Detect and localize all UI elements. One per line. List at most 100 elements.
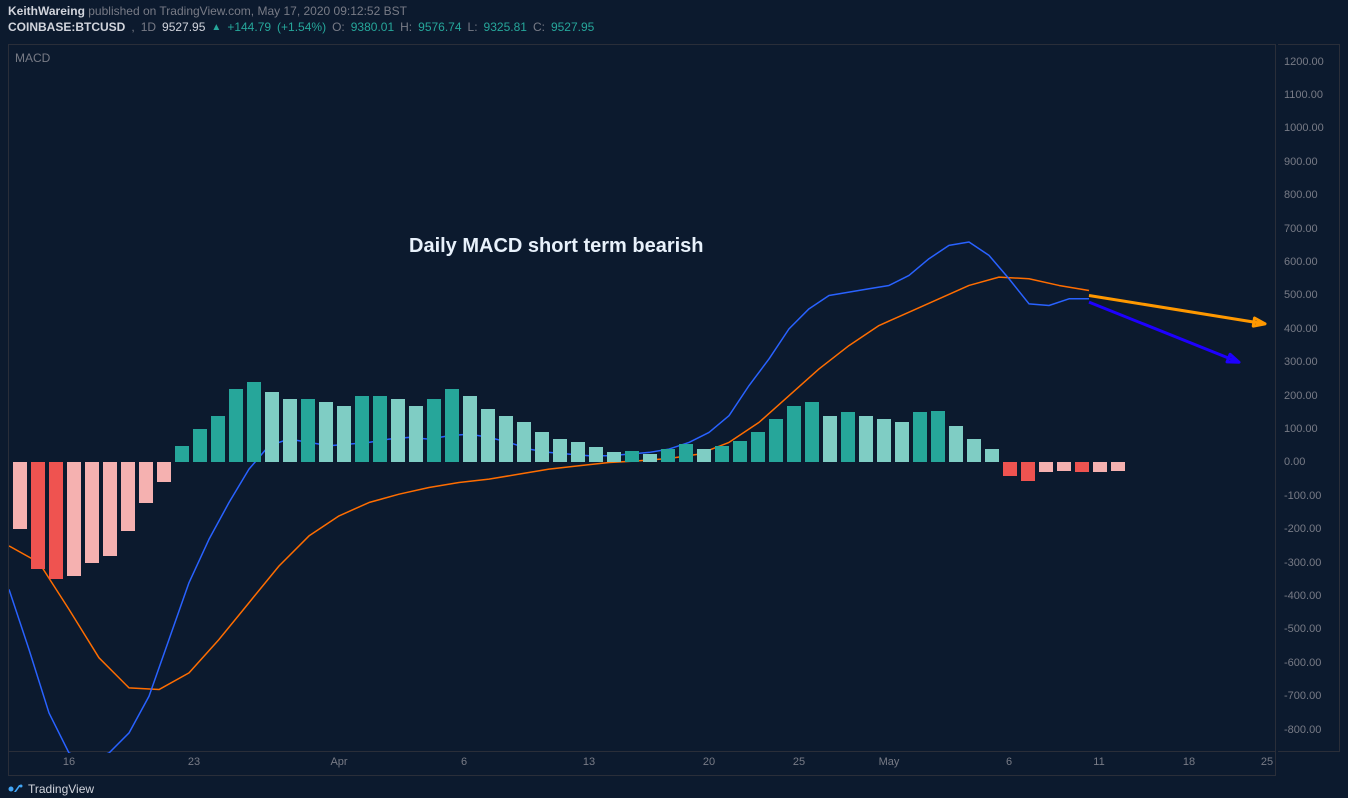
histogram-bar xyxy=(175,446,189,463)
ytick: 400.00 xyxy=(1284,323,1318,335)
xtick: 11 xyxy=(1093,756,1104,768)
histogram-bar xyxy=(517,422,531,462)
histogram-bar xyxy=(895,422,909,462)
ytick: 800.00 xyxy=(1284,189,1318,201)
xtick: 13 xyxy=(583,756,595,768)
tradingview-icon xyxy=(8,783,24,795)
histogram-bar xyxy=(571,442,585,462)
histogram-bar xyxy=(265,392,279,462)
ohlc-low: 9325.81 xyxy=(484,20,527,34)
histogram-bar xyxy=(157,462,171,482)
histogram-bar xyxy=(499,416,513,463)
x-axis: 16 23 Apr 6 13 20 25 May 6 11 18 25 xyxy=(8,752,1276,776)
author-name: KeithWareing xyxy=(8,4,85,18)
xtick: 25 xyxy=(793,756,805,768)
histogram-bar xyxy=(1057,462,1071,470)
histogram-bar xyxy=(103,462,117,556)
histogram-bar xyxy=(1021,462,1035,480)
histogram-bar xyxy=(733,441,747,463)
histogram-bar xyxy=(67,462,81,576)
ohlc-low-label: L: xyxy=(468,20,478,34)
ytick: -300.00 xyxy=(1284,557,1321,569)
ytick: 0.00 xyxy=(1284,456,1305,468)
xtick: May xyxy=(879,756,900,768)
ytick: -200.00 xyxy=(1284,523,1321,535)
ytick: 1100.00 xyxy=(1284,89,1323,101)
histogram-bar xyxy=(337,406,351,463)
ytick: 300.00 xyxy=(1284,356,1318,368)
ohlc-open: 9380.01 xyxy=(351,20,394,34)
ticker-change-pct: (+1.54%) xyxy=(277,20,326,34)
ytick: 700.00 xyxy=(1284,223,1318,235)
histogram-bar xyxy=(949,426,963,463)
ticker-timeframe: 1D xyxy=(141,20,156,34)
histogram-bar xyxy=(769,419,783,462)
histogram-bar xyxy=(391,399,405,462)
histogram-bar xyxy=(967,439,981,462)
ohlc-high-label: H: xyxy=(400,20,412,34)
ytick: -400.00 xyxy=(1284,590,1321,602)
histogram-bar xyxy=(1093,462,1107,472)
histogram-bar xyxy=(229,389,243,462)
macd-chart[interactable]: MACD Daily MACD short term bearish xyxy=(8,44,1276,752)
histogram-bar xyxy=(697,449,711,462)
ohlc-open-label: O: xyxy=(332,20,345,34)
indicator-label: MACD xyxy=(15,51,50,65)
histogram-bar xyxy=(301,399,315,462)
xtick: 23 xyxy=(188,756,200,768)
publish-date: May 17, 2020 09:12:52 BST xyxy=(257,4,406,18)
histogram-bar xyxy=(211,416,225,463)
publish-text: published on TradingView.com, xyxy=(88,4,254,18)
ytick: 900.00 xyxy=(1284,156,1318,168)
histogram-bar xyxy=(139,462,153,502)
ticker-change: +144.79 xyxy=(227,20,271,34)
ytick: -800.00 xyxy=(1284,724,1321,736)
xtick: 16 xyxy=(63,756,75,768)
histogram-bar xyxy=(661,449,675,462)
histogram-bar xyxy=(607,452,621,462)
histogram-bar xyxy=(283,399,297,462)
histogram-bar xyxy=(535,432,549,462)
histogram-bar xyxy=(481,409,495,462)
ytick: -100.00 xyxy=(1284,490,1321,502)
histogram-bar xyxy=(463,396,477,463)
histogram-bar xyxy=(85,462,99,562)
histogram-bar xyxy=(121,462,135,530)
histogram-bar xyxy=(1039,462,1053,472)
footer-brand-text: TradingView xyxy=(28,782,94,796)
ytick: 200.00 xyxy=(1284,390,1318,402)
y-axis: 1200.00 1100.00 1000.00 900.00 800.00 700.00 6… xyxy=(1278,44,1340,752)
histogram-bar xyxy=(823,416,837,463)
xtick: Apr xyxy=(330,756,347,768)
histogram-bar xyxy=(1075,462,1089,472)
ohlc-high: 9576.74 xyxy=(418,20,461,34)
chart-header: KeithWareing published on TradingView.co… xyxy=(0,0,1348,20)
histogram-bar xyxy=(913,412,927,462)
histogram-bar xyxy=(589,447,603,462)
histogram-bar xyxy=(427,399,441,462)
histogram-bar xyxy=(553,439,567,462)
xtick: 6 xyxy=(461,756,467,768)
ytick: 100.00 xyxy=(1284,423,1318,435)
histogram-bar xyxy=(409,406,423,463)
xtick: 25 xyxy=(1261,756,1273,768)
xtick: 20 xyxy=(703,756,715,768)
histogram-bar xyxy=(445,389,459,462)
histogram-bar xyxy=(319,402,333,462)
histogram-bar xyxy=(247,382,261,462)
ytick: 600.00 xyxy=(1284,256,1318,268)
histogram-bar xyxy=(373,396,387,463)
histogram-bar xyxy=(679,444,693,462)
ytick: 1000.00 xyxy=(1284,122,1324,134)
histogram-bar xyxy=(715,446,729,463)
xtick: 6 xyxy=(1006,756,1012,768)
ohlc-close-label: C: xyxy=(533,20,545,34)
ytick: 1200.00 xyxy=(1284,56,1324,68)
histogram-bar xyxy=(31,462,45,569)
ticker-symbol: COINBASE:BTCUSD xyxy=(8,20,125,34)
xtick: 18 xyxy=(1183,756,1195,768)
histogram-bar xyxy=(13,462,27,529)
histogram-bar xyxy=(1003,462,1017,475)
histogram-bar xyxy=(805,402,819,462)
up-arrow-icon: ▲ xyxy=(211,22,221,33)
